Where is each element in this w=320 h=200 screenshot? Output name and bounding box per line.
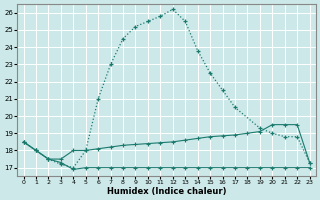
X-axis label: Humidex (Indice chaleur): Humidex (Indice chaleur) <box>107 187 226 196</box>
